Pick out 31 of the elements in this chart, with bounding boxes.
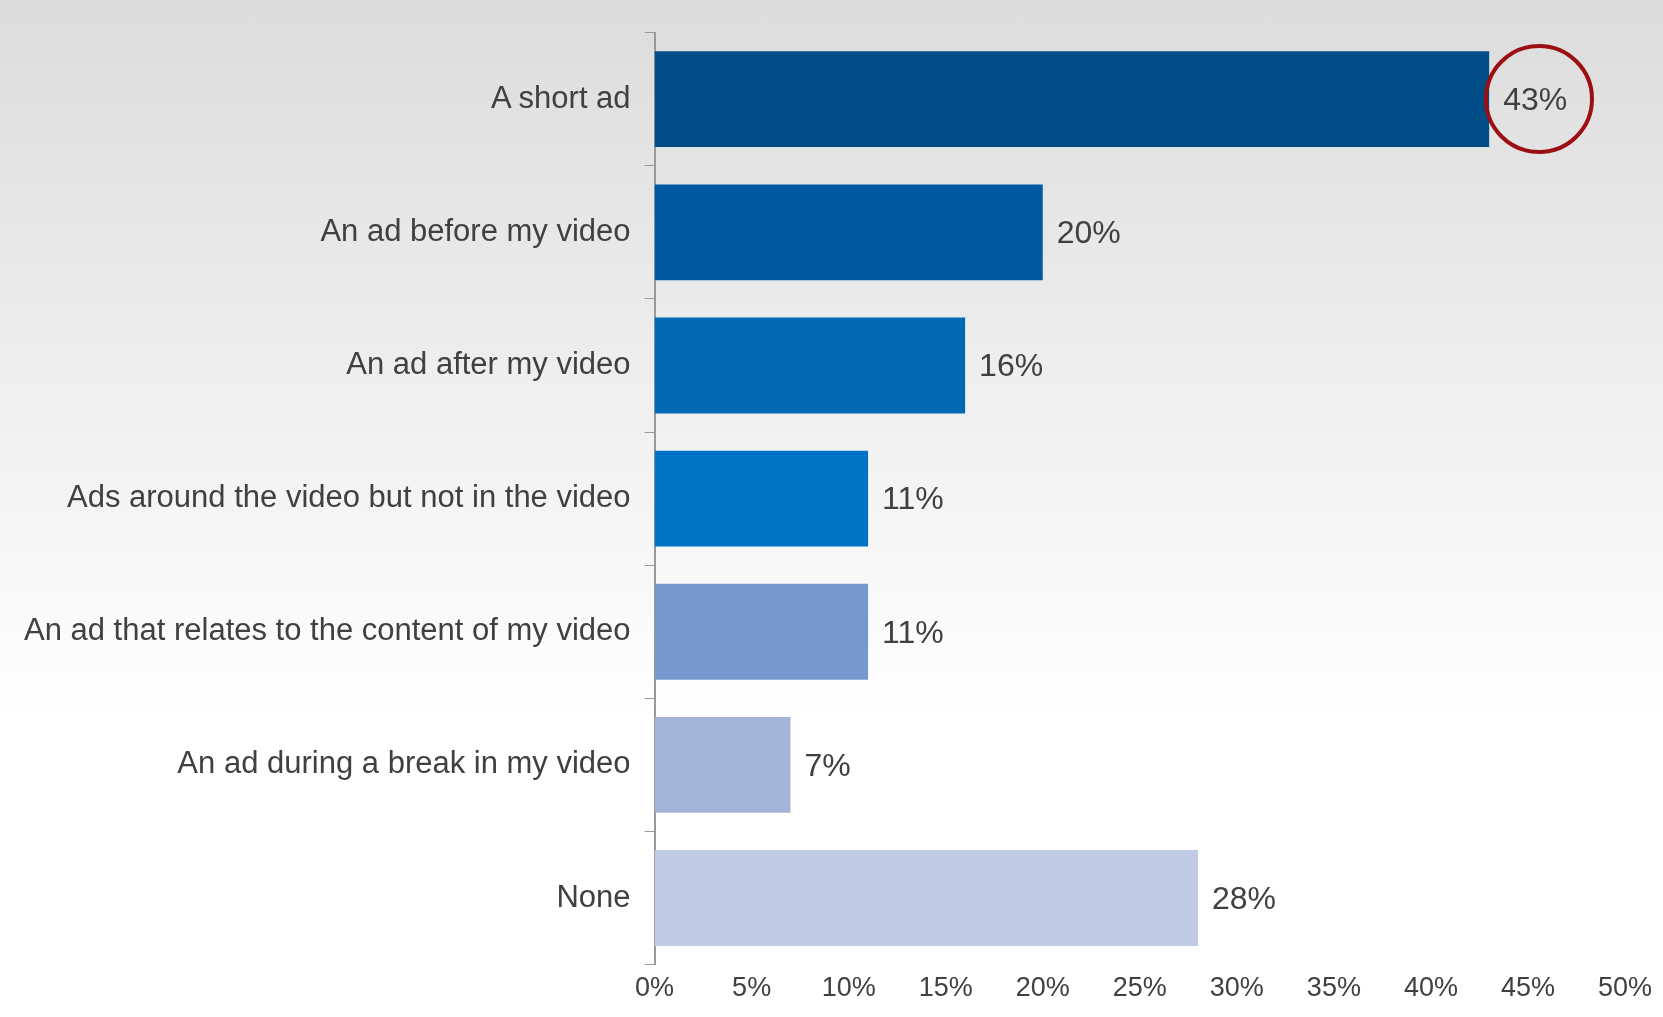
bar <box>654 716 791 813</box>
x-tick-label: 50% <box>1597 972 1653 1003</box>
y-tick-label: A short ad <box>491 79 631 115</box>
data-label: 20% <box>1056 214 1121 251</box>
x-tick-label: 10% <box>821 972 876 1003</box>
x-tick-label: 25% <box>1112 972 1167 1003</box>
x-tick-label: 30% <box>1209 972 1264 1003</box>
y-tick-label: Ads around the video but not in the video <box>67 479 631 515</box>
x-tick-label: 45% <box>1500 972 1555 1003</box>
y-tick-label: An ad during a break in my video <box>177 745 631 781</box>
data-label: 43% <box>1503 81 1568 117</box>
x-tick-label: 5% <box>732 972 772 1003</box>
bar <box>654 450 869 547</box>
data-label: 11% <box>882 613 944 650</box>
data-label: 11% <box>882 480 944 517</box>
bar <box>654 317 966 414</box>
x-tick-label: 20% <box>1015 972 1070 1003</box>
data-label: 7% <box>804 746 851 783</box>
bar <box>654 850 1199 946</box>
bar <box>654 583 869 680</box>
y-tick-label: None <box>556 878 631 914</box>
x-tick-label: 15% <box>918 972 973 1003</box>
y-tick-label: An ad that relates to the content of my video <box>24 612 631 648</box>
x-tick-label: 40% <box>1403 972 1458 1003</box>
data-label: 16% <box>979 347 1044 384</box>
bar <box>654 184 1043 281</box>
x-tick-label: 0% <box>635 972 675 1003</box>
y-tick-label: An ad after my video <box>346 346 631 381</box>
x-tick-label: 35% <box>1306 972 1361 1003</box>
y-tick-label: An ad before my video <box>320 212 631 248</box>
data-label: 28% <box>1212 879 1277 916</box>
